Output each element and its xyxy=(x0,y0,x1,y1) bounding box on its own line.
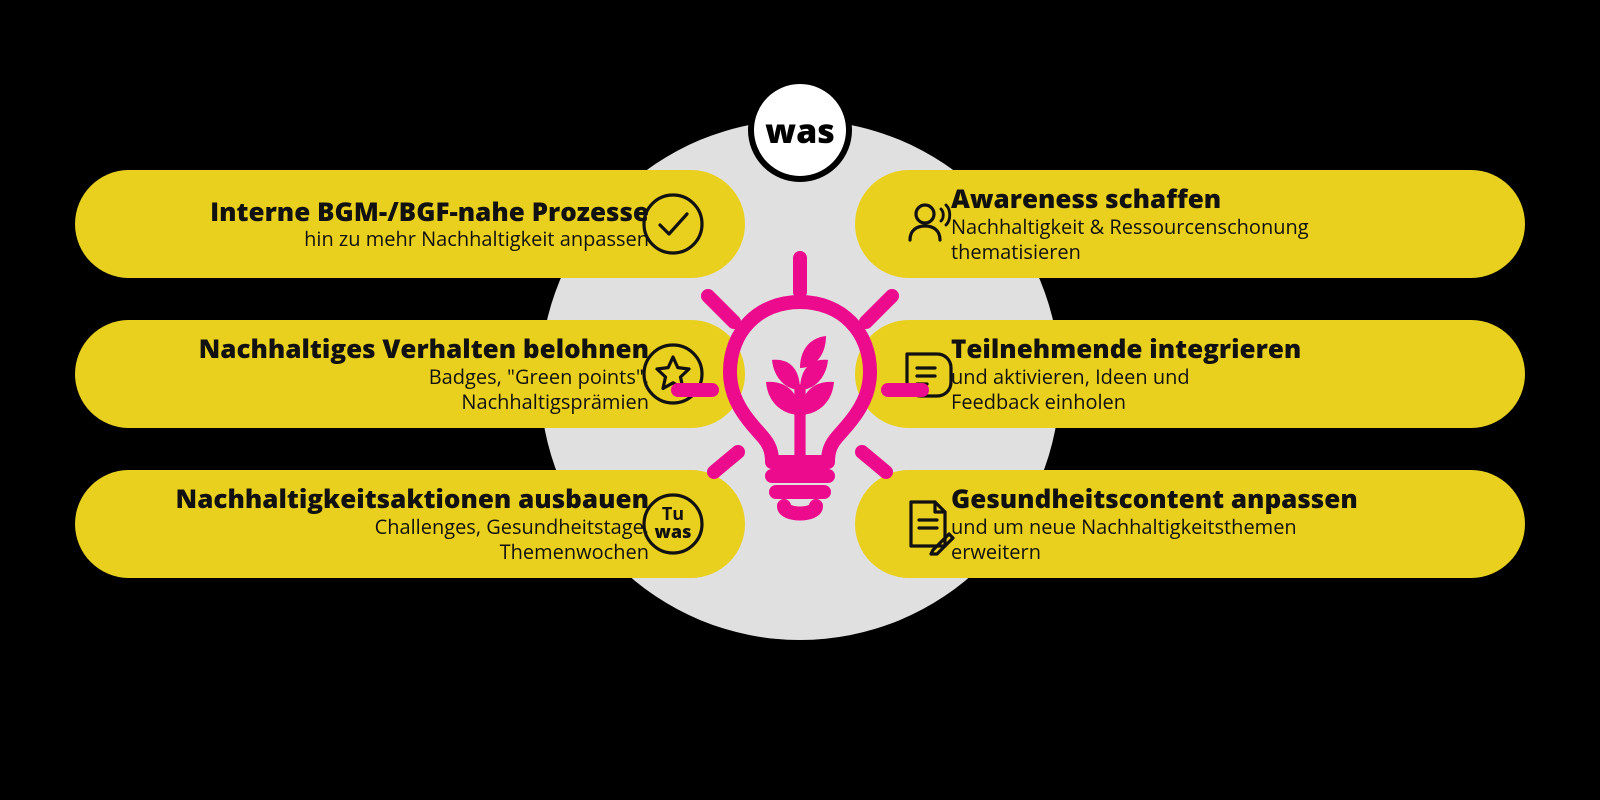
pill-subtitle: und um neue Nachhaltigkeitsthemen erweit… xyxy=(951,514,1297,564)
pill-title: Gesundheitscontent anpassen xyxy=(951,484,1358,514)
pill-content: Awareness schaffenNachhaltigkeit & Resso… xyxy=(951,184,1309,264)
pill-content: Gesundheitscontent anpassenund um neue N… xyxy=(951,484,1358,564)
lightbulb-plant-icon xyxy=(650,240,950,540)
pill-content: Nachhaltiges Verhalten belohnenBadges, "… xyxy=(199,334,649,414)
pill-title: Awareness schaffen xyxy=(951,184,1221,214)
pill-title: Interne BGM-/BGF-nahe Prozesse xyxy=(210,197,649,227)
pill-subtitle: hin zu mehr Nachhaltigkeit anpassen xyxy=(304,226,649,251)
pill-subtitle: Badges, "Green points", Nachhaltigsprämi… xyxy=(429,364,649,414)
pill-title: Nachhaltigkeitsaktionen ausbauen xyxy=(176,484,649,514)
pill-content: Teilnehmende integrierenund aktivieren, … xyxy=(951,334,1301,414)
pill-subtitle: Nachhaltigkeit & Ressourcenschonung them… xyxy=(951,214,1309,264)
infographic-stage: was Interne BGM-/BGF-nahe Prozessehin zu … xyxy=(0,0,1600,800)
pill-title: Nachhaltiges Verhalten belohnen xyxy=(199,334,649,364)
pill-content: Nachhaltigkeitsaktionen ausbauenChalleng… xyxy=(176,484,649,564)
pill-title: Teilnehmende integrieren xyxy=(951,334,1301,364)
top-badge-text: was xyxy=(765,113,835,147)
pill-content: Interne BGM-/BGF-nahe Prozessehin zu meh… xyxy=(210,197,649,252)
pill-subtitle: und aktivieren, Ideen und Feedback einho… xyxy=(951,364,1190,414)
pill-subtitle: Challenges, Gesundheitstage, Themenwoche… xyxy=(375,514,649,564)
top-badge: was xyxy=(748,78,852,182)
